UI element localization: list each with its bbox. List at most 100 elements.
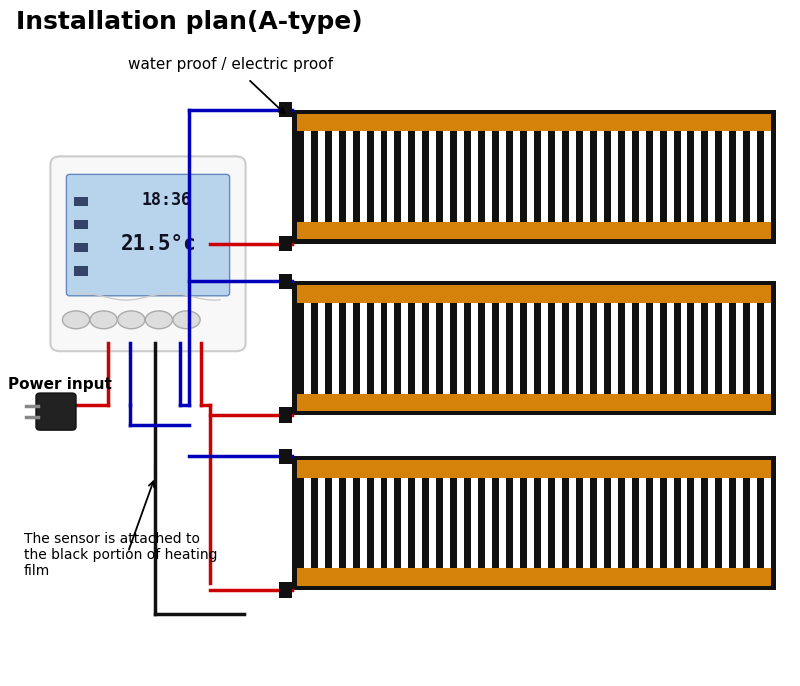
Bar [687,477,694,569]
Bar [297,477,304,569]
Bar [520,303,527,394]
Bar [292,281,776,415]
Bar [758,477,764,569]
Bar [279,582,292,598]
Bar [534,303,541,394]
Bar [548,303,555,394]
Bar [409,131,415,222]
Bar [381,131,387,222]
Text: 18:36: 18:36 [142,191,192,209]
Bar [590,303,597,394]
Bar [394,303,402,394]
Bar [730,477,736,569]
Bar [279,407,292,423]
Ellipse shape [146,311,173,329]
Bar [604,303,610,394]
Bar [310,477,318,569]
Bar [366,477,374,569]
Text: Installation plan(A-type): Installation plan(A-type) [16,10,362,34]
Bar [715,477,722,569]
Bar [297,460,771,586]
Bar [715,131,722,222]
Bar [279,236,292,251]
Bar [702,131,709,222]
Bar [618,303,625,394]
Bar [366,131,374,222]
Bar [394,477,402,569]
Bar [659,477,666,569]
Bar [687,303,694,394]
Bar [436,303,443,394]
Bar [659,131,666,222]
Text: Power input: Power input [8,377,112,392]
Bar [279,449,292,464]
Text: The sensor is attached to
the black portion of heating
film: The sensor is attached to the black port… [24,532,218,578]
Bar [548,131,555,222]
Bar [659,303,666,394]
Bar [292,110,776,244]
Bar [646,477,653,569]
Bar [422,303,430,394]
Bar [590,131,597,222]
Bar [450,477,458,569]
Bar [702,477,709,569]
Bar [492,477,499,569]
Bar [297,114,771,239]
FancyBboxPatch shape [66,174,230,296]
Bar [520,131,527,222]
Bar [279,102,292,117]
Bar [730,303,736,394]
Bar [338,477,346,569]
Bar [464,303,471,394]
Bar [674,303,681,394]
Bar [743,131,750,222]
Bar [338,303,346,394]
Bar [74,220,88,229]
Bar [562,303,569,394]
Ellipse shape [118,311,145,329]
Bar [409,303,415,394]
Bar [506,131,513,222]
Bar [758,303,764,394]
Bar [674,131,681,222]
Bar [687,131,694,222]
Bar [464,131,471,222]
Bar [715,303,722,394]
Bar [464,477,471,569]
Bar [338,131,346,222]
Bar [576,131,583,222]
Bar [381,303,387,394]
Bar [534,131,541,222]
Bar [325,131,332,222]
Bar [297,569,771,586]
Bar [74,243,88,252]
Bar [618,131,625,222]
Bar [436,131,443,222]
Bar [743,477,750,569]
Bar [632,303,638,394]
Bar [297,460,771,477]
Bar [730,131,736,222]
Bar [74,196,88,206]
Bar [325,303,332,394]
Bar [353,477,359,569]
Bar [297,303,304,394]
Bar [297,285,771,411]
Bar [74,266,88,276]
Bar [310,131,318,222]
Bar [646,303,653,394]
Bar [422,131,430,222]
Bar [478,303,485,394]
Ellipse shape [173,311,200,329]
Bar [279,274,292,289]
Bar [436,477,443,569]
Bar [381,477,387,569]
Bar [325,477,332,569]
Bar [353,303,359,394]
Text: water proof / electric proof: water proof / electric proof [128,57,333,72]
Ellipse shape [62,311,90,329]
FancyBboxPatch shape [50,156,246,351]
Bar [310,303,318,394]
Bar [576,477,583,569]
Bar [506,303,513,394]
